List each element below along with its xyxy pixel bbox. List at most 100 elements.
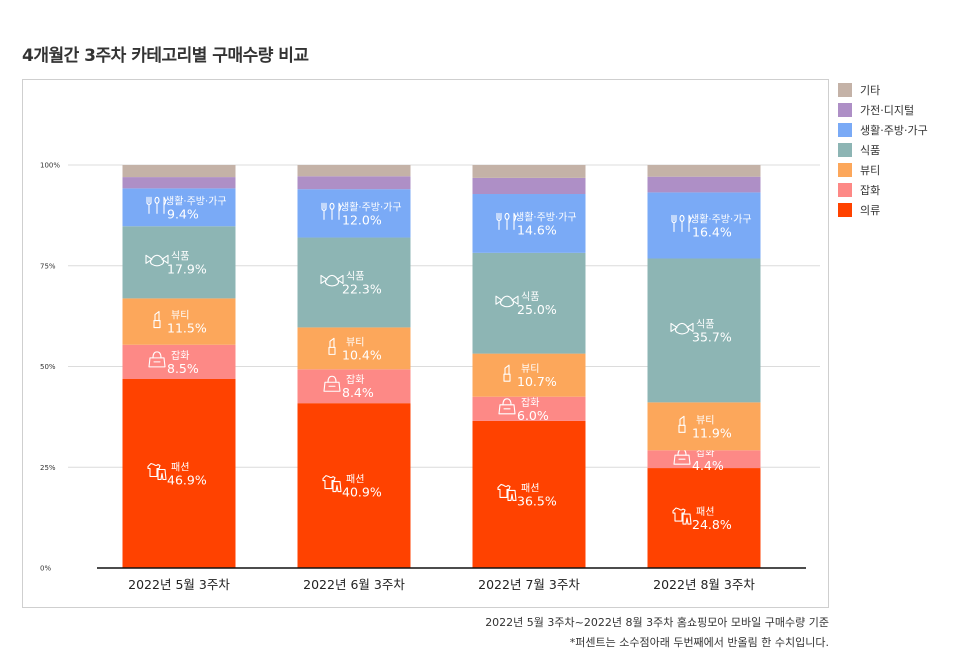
lipstick-icon (678, 415, 686, 433)
segment-category-label: 생활·주방·가구 (690, 212, 752, 225)
chart-frame: 0% 25% 50% 75% 100% 패션 46.9% 잡화 8.5% 뷰티 11.5% 식품 17.… (22, 79, 829, 608)
segment-category-label: 잡화 (171, 350, 189, 362)
legend-label: 가전·디지털 (860, 104, 915, 117)
bar-segment (297, 237, 411, 328)
segment-category-label: 패션 (696, 506, 714, 518)
segment-category-label: 생활·주방·가구 (340, 200, 402, 213)
bar-segment (122, 188, 236, 227)
utensils-icon (496, 212, 517, 230)
segment-category-label: 패션 (171, 461, 189, 473)
segment-value-label: 11.5% (167, 321, 207, 336)
segment-value-label: 46.9% (167, 472, 207, 487)
legend-label: 기타 (860, 84, 881, 97)
segment-value-label: 22.3% (342, 281, 382, 296)
bar-segment (647, 468, 761, 568)
segment-category-label: 생활·주방·가구 (515, 210, 577, 223)
segment-value-label: 12.0% (342, 212, 382, 227)
segment-value-label: 10.4% (342, 347, 382, 362)
bar-segment (647, 258, 761, 403)
legend-label: 식품 (860, 144, 881, 157)
segment-value-label: 36.5% (517, 493, 557, 508)
legend-item: 생활·주방·가구 (838, 120, 928, 140)
segment-value-label: 8.4% (342, 385, 374, 400)
segment-category-label: 뷰티 (521, 363, 539, 375)
bar-segment (297, 189, 411, 238)
footnote: 2022년 5월 3주차~2022년 8월 3주차 홈쇼핑모아 모바일 구매수량… (485, 613, 829, 653)
bar-segment (122, 177, 236, 189)
bar-segment (647, 176, 761, 193)
bar-segment (122, 226, 236, 299)
bar-segment (647, 192, 761, 259)
legend-swatch (838, 83, 852, 97)
candy-icon (320, 274, 344, 287)
utensils-icon (321, 202, 342, 220)
bar-segment (472, 252, 586, 354)
legend-swatch (838, 163, 852, 177)
legend-item: 식품 (838, 140, 928, 160)
segment-value-label: 10.7% (517, 374, 557, 389)
bar-segment (472, 177, 586, 195)
segment-value-label: 25.0% (517, 302, 557, 317)
segment-category-label: 뷰티 (171, 310, 189, 322)
segment-category-label: 식품 (171, 250, 189, 262)
y-tick-label: 100% (40, 162, 60, 170)
clothes-icon (672, 507, 692, 525)
x-category-label: 2022년 7월 3주차 (478, 577, 580, 592)
candy-icon (145, 254, 169, 267)
segment-category-label: 패션 (346, 474, 364, 486)
bar-segment (647, 165, 761, 177)
bar-segment (472, 420, 586, 568)
legend-item: 잡화 (838, 180, 928, 200)
segment-category-label: 생활·주방·가구 (165, 194, 227, 207)
y-tick-label: 75% (40, 262, 56, 270)
legend-item: 뷰티 (838, 160, 928, 180)
x-category-label: 2022년 8월 3주차 (653, 577, 755, 592)
footnote-source: 2022년 5월 3주차~2022년 8월 3주차 홈쇼핑모아 모바일 구매수량… (485, 616, 829, 629)
stacked-bar-chart: 0%25%50%75%100%패션46.9%잡화8.5%뷰티11.5%식품17.… (40, 162, 820, 592)
bar-segment (297, 327, 411, 370)
y-tick-label: 25% (40, 464, 56, 472)
bar-segment (472, 194, 586, 253)
segment-value-label: 11.9% (692, 425, 732, 440)
bar-segment (122, 298, 236, 345)
chart-title: 4개월간 3주차 카테고리별 구매수량 비교 (22, 46, 309, 66)
segment-value-label: 8.5% (167, 361, 199, 376)
segment-value-label: 14.6% (517, 222, 557, 237)
legend-swatch (838, 123, 852, 137)
x-category-label: 2022년 6월 3주차 (303, 577, 405, 592)
segment-value-label: 40.9% (342, 485, 382, 500)
segment-category-label: 식품 (346, 270, 364, 282)
bar-segment (472, 353, 586, 397)
segment-value-label: 35.7% (692, 329, 732, 344)
bar-segment (122, 378, 236, 568)
bag-icon (498, 398, 516, 415)
bar-segment (472, 165, 586, 178)
segment-category-label: 잡화 (521, 397, 539, 409)
legend-item: 의류 (838, 200, 928, 220)
bar-segment (647, 402, 761, 451)
legend-label: 의류 (860, 204, 881, 217)
lipstick-icon (153, 311, 161, 329)
segment-value-label: 9.4% (167, 206, 199, 221)
bag-icon (148, 351, 166, 368)
candy-icon (495, 295, 519, 308)
segment-value-label: 17.9% (167, 261, 207, 276)
lipstick-icon (503, 364, 511, 382)
candy-icon (670, 322, 694, 335)
bar-segment (122, 344, 236, 379)
bar-segment (297, 176, 411, 190)
bar-segment (297, 403, 411, 568)
segment-category-label: 뷰티 (696, 414, 714, 426)
segment-category-label: 잡화 (346, 374, 364, 386)
legend-item: 기타 (838, 80, 928, 100)
y-tick-label: 0% (40, 565, 51, 573)
bar-segment (297, 165, 411, 177)
segment-category-label: 패션 (521, 482, 539, 494)
clothes-icon (322, 475, 342, 493)
bar-segment (122, 165, 236, 178)
footnote-rounding-note: *퍼센트는 소수점아래 두번째에서 반올림 한 수치입니다. (569, 636, 829, 649)
x-category-label: 2022년 5월 3주차 (128, 577, 230, 592)
clothes-icon (147, 462, 167, 481)
bar-segment (472, 396, 586, 421)
segment-category-label: 식품 (696, 318, 714, 330)
